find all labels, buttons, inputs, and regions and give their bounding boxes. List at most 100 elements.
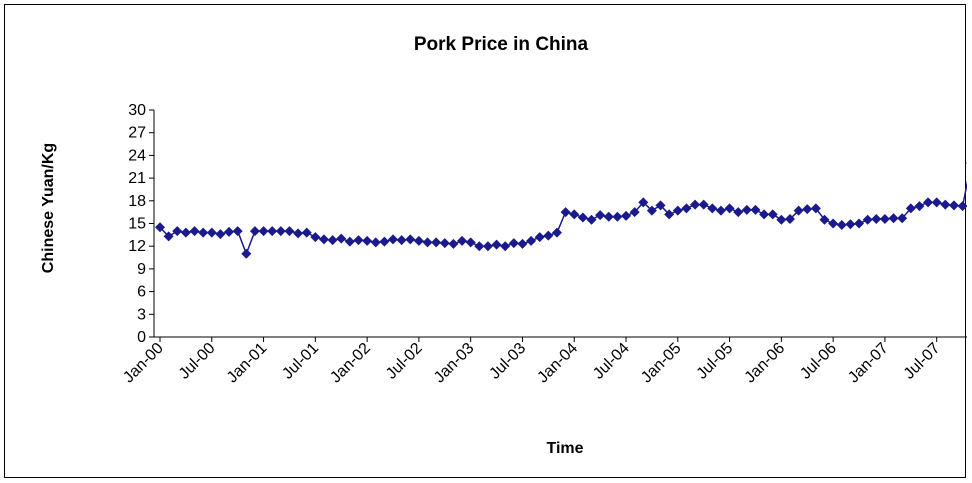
- data-point-marker: [905, 203, 916, 214]
- data-point-marker: [664, 209, 675, 220]
- data-point-marker: [612, 211, 623, 222]
- data-point-marker: [362, 235, 373, 246]
- data-point-marker: [474, 241, 485, 252]
- x-axis-ticks: Jan-00 Jul-00 Jan-01 Jul-01 Jan-02 Jul-02 Jan-…: [120, 337, 944, 387]
- y-tick-label: 15: [128, 216, 146, 233]
- data-point-marker: [646, 205, 657, 216]
- x-tick-label: Jan-00: [120, 340, 167, 387]
- data-point-marker: [267, 226, 278, 237]
- data-point-marker: [163, 231, 174, 242]
- data-point-marker: [370, 237, 381, 248]
- data-point-marker: [508, 238, 519, 249]
- data-point-marker: [189, 226, 200, 237]
- data-point-marker: [931, 197, 942, 208]
- chart-frame: Pork Price in China Chinese Yuan/Kg Time…: [4, 4, 967, 478]
- data-point-marker: [586, 214, 597, 225]
- y-axis-ticks: 0 3 6 9 12 15 18 21 24 27 30: [128, 102, 154, 346]
- data-point-marker: [284, 226, 295, 237]
- y-tick-label: 6: [137, 284, 146, 301]
- data-point-marker: [491, 239, 502, 250]
- data-point-marker: [482, 241, 493, 252]
- data-point-marker: [198, 227, 209, 238]
- x-tick-label: Jul-05: [694, 340, 737, 383]
- x-axis-label: Time: [546, 440, 583, 457]
- x-tick-label: Jul-02: [383, 340, 426, 383]
- data-point-marker: [422, 237, 433, 248]
- y-tick-label: 18: [128, 193, 146, 210]
- data-point-marker: [258, 226, 269, 237]
- data-point-marker: [810, 203, 821, 214]
- data-point-marker: [776, 214, 787, 225]
- x-tick-label: Jul-00: [176, 340, 219, 383]
- data-point-marker: [750, 204, 761, 215]
- y-tick-label: 12: [128, 238, 146, 255]
- data-point-marker: [180, 227, 191, 238]
- data-point-marker: [206, 227, 217, 238]
- data-point-marker: [457, 235, 468, 246]
- data-point-marker: [405, 234, 416, 245]
- x-tick-label: Jan-07: [845, 340, 892, 387]
- y-tick-label: 0: [137, 329, 146, 346]
- data-point-marker: [966, 162, 967, 164]
- data-point-marker: [551, 227, 562, 238]
- data-point-marker: [681, 203, 692, 214]
- data-point-marker: [819, 214, 830, 225]
- data-point-marker: [301, 227, 312, 238]
- y-tick-label: 21: [128, 170, 146, 187]
- data-point-marker: [836, 220, 847, 231]
- data-point-marker: [940, 199, 951, 210]
- data-point-marker: [353, 235, 364, 246]
- data-point-marker: [707, 203, 718, 214]
- data-point-marker: [327, 235, 338, 246]
- data-point-marker: [396, 235, 407, 246]
- data-point-marker: [560, 207, 571, 218]
- x-tick-label: Jan-04: [534, 340, 581, 387]
- data-point-marker: [862, 214, 873, 225]
- data-point-marker: [241, 248, 252, 259]
- y-tick-label: 9: [137, 261, 146, 278]
- data-point-marker: [500, 241, 511, 252]
- data-point-marker: [784, 213, 795, 224]
- x-tick-label: Jul-06: [797, 340, 840, 383]
- series-line: [159, 180, 967, 256]
- data-point-marker: [318, 234, 329, 245]
- data-point-marker: [879, 213, 890, 224]
- data-point-marker: [871, 213, 882, 224]
- x-tick-label: Jan-02: [327, 340, 374, 387]
- data-point-marker: [690, 199, 701, 210]
- x-tick-label: Jul-07: [901, 340, 944, 383]
- data-point-marker: [655, 200, 666, 211]
- data-point-marker: [621, 210, 632, 221]
- series-layer: [155, 162, 967, 259]
- x-tick-label: Jul-04: [590, 340, 633, 383]
- data-point-marker: [741, 204, 752, 215]
- data-point-marker: [629, 207, 640, 218]
- data-point-marker: [577, 212, 588, 223]
- data-point-marker: [897, 213, 908, 224]
- data-point-marker: [465, 237, 476, 248]
- data-point-marker: [638, 197, 649, 208]
- data-point-marker: [957, 201, 967, 212]
- data-point-marker: [733, 207, 744, 218]
- x-tick-label: Jan-01: [224, 340, 271, 387]
- data-point-marker: [802, 204, 813, 215]
- data-point-marker: [517, 238, 528, 249]
- data-point-marker: [793, 205, 804, 216]
- chart-title: Pork Price in China: [414, 34, 589, 55]
- data-point-marker: [388, 234, 399, 245]
- data-point-marker: [672, 205, 683, 216]
- data-point-marker: [431, 237, 442, 248]
- data-point-marker: [715, 205, 726, 216]
- data-point-marker: [293, 228, 304, 239]
- data-point-marker: [439, 238, 450, 249]
- data-point-marker: [310, 232, 321, 243]
- data-point-marker: [344, 236, 355, 247]
- data-point-marker: [828, 218, 839, 229]
- x-tick-label: Jul-01: [279, 340, 322, 383]
- chart: Pork Price in China Chinese Yuan/Kg Time…: [40, 34, 967, 457]
- data-point-marker: [603, 211, 614, 222]
- y-tick-label: 30: [128, 102, 146, 119]
- data-point-marker: [249, 226, 260, 237]
- data-point-marker: [888, 213, 899, 224]
- data-point-marker: [448, 238, 459, 249]
